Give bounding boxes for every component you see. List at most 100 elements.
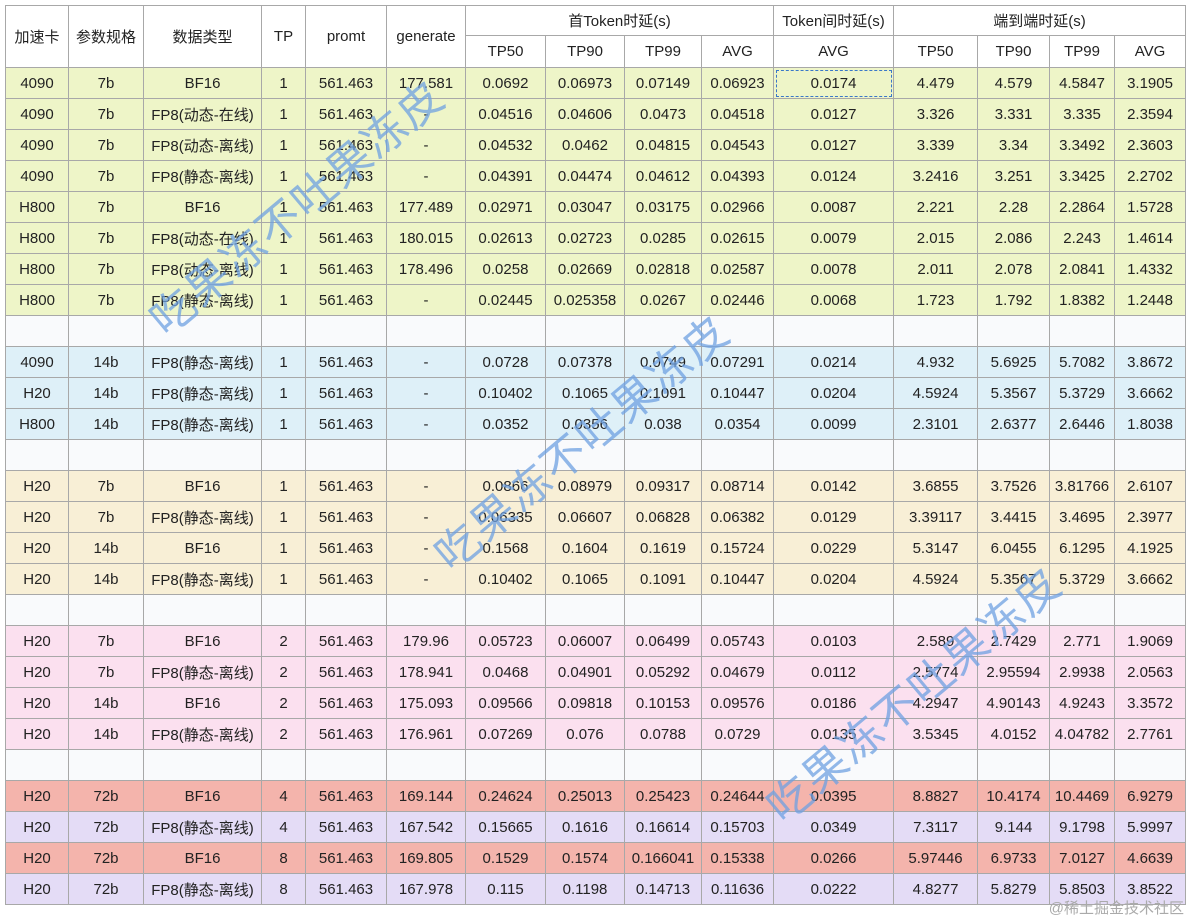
cell: H20 (5, 377, 69, 409)
data-row: 4090 7b FP8(动态-离线) 1 561.463-0.04532 0.0462 0.… (5, 129, 1187, 161)
cell: H20 (5, 625, 69, 657)
empty-cell (773, 594, 895, 626)
cell: 4.6639 (1114, 842, 1187, 874)
cell: 1.8038 (1114, 408, 1187, 440)
cell: 0.1568 (465, 532, 546, 564)
cell: 2.243 (1049, 222, 1116, 254)
cell: FP8(静态-离线) (143, 656, 262, 688)
cell: 2.5774 (893, 656, 979, 688)
cell: 0.1604 (545, 532, 625, 564)
cell: 0.0352 (465, 408, 546, 440)
cell: 14b (68, 718, 144, 750)
empty-cell (5, 594, 69, 626)
cell: 0.06382 (700, 501, 775, 533)
cell: 5.8503 (1049, 873, 1116, 905)
cell: 2.011 (893, 253, 979, 285)
subheader-cell: TP50 (465, 35, 546, 68)
header-cell: 首Token时延(s) (464, 5, 775, 36)
cell: - (386, 346, 466, 378)
header-cell: TP (261, 5, 306, 68)
cell: 4.1925 (1114, 532, 1187, 564)
cell: 1 (261, 222, 306, 254)
cell: 3.4695 (1049, 501, 1116, 533)
cell: 4090 (5, 346, 69, 378)
cell: 0.15665 (465, 811, 546, 843)
empty-cell (893, 439, 979, 471)
cell: 561.463 (305, 67, 387, 99)
cell: 0.04606 (545, 98, 625, 130)
empty-cell (1049, 315, 1116, 347)
cell: - (386, 284, 466, 316)
cell: FP8(静态-离线) (143, 346, 262, 378)
cell: H20 (5, 687, 69, 719)
cell: 6.9279 (1114, 780, 1187, 812)
data-row: H20 14b FP8(静态-离线) 2 561.463 176.961 0.07269 0.… (5, 718, 1187, 750)
cell: 10.4174 (977, 780, 1051, 812)
cell: 0.04815 (624, 129, 702, 161)
cell: 1 (261, 563, 306, 595)
cell: 0.076 (545, 718, 625, 750)
cell: 7.0127 (1049, 842, 1116, 874)
empty-cell (893, 749, 979, 781)
cell: 4.04782 (1049, 718, 1116, 750)
cell: 4 (261, 780, 306, 812)
cell: 176.961 (386, 718, 466, 750)
cell: 0.0267 (624, 284, 702, 316)
data-row: H20 72b FP8(静态-离线) 4 561.463 167.542 0.15665 0.… (5, 811, 1187, 843)
empty-cell (1049, 439, 1116, 471)
data-row: 4090 7b FP8(动态-在线) 1 561.463-0.04516 0.04606 0… (5, 98, 1187, 130)
cell: 0.25013 (545, 780, 625, 812)
empty-cell (545, 315, 625, 347)
empty-cell (545, 594, 625, 626)
cell: 0.0174 (773, 67, 895, 99)
cell: 0.0214 (773, 346, 895, 378)
cell: 5.97446 (893, 842, 979, 874)
separator-row (5, 315, 1187, 347)
cell: 9.144 (977, 811, 1051, 843)
cell: 561.463 (305, 470, 387, 502)
data-row: H800 7b FP8(动态-离线) 1 561.463 178.496 0.0258 0.0… (5, 253, 1187, 285)
cell: 4.479 (893, 67, 979, 99)
cell: 0.07378 (545, 346, 625, 378)
cell: 3.7526 (977, 470, 1051, 502)
cell: 0.04612 (624, 160, 702, 192)
cell: 1 (261, 191, 306, 223)
cell: 2.589 (893, 625, 979, 657)
empty-cell (143, 439, 262, 471)
cell: 0.0354 (700, 408, 775, 440)
cell: FP8(静态-离线) (143, 873, 262, 905)
cell: 0.025358 (545, 284, 625, 316)
cell: BF16 (143, 687, 262, 719)
cell: 0.0099 (773, 408, 895, 440)
cell: 2.6446 (1049, 408, 1116, 440)
cell: 179.96 (386, 625, 466, 657)
data-row: H800 7b BF16 1 561.463 177.489 0.02971 0.03047 0… (5, 191, 1187, 223)
header-cell: generate (386, 5, 466, 68)
cell: 167.542 (386, 811, 466, 843)
cell: 4.90143 (977, 687, 1051, 719)
cell: 561.463 (305, 687, 387, 719)
cell: 0.04679 (700, 656, 775, 688)
cell: 4.932 (893, 346, 979, 378)
cell: 177.581 (386, 67, 466, 99)
cell: H20 (5, 842, 69, 874)
empty-cell (977, 315, 1051, 347)
cell: 4090 (5, 67, 69, 99)
data-row: 4090 14b FP8(静态-离线) 1 561.463-0.0728 0.07378 0… (5, 346, 1187, 378)
data-row: H20 72b BF16 4 561.463 169.144 0.24624 0.25013 0… (5, 780, 1187, 812)
data-row: H800 14b FP8(静态-离线) 1 561.463-0.0352 0.0356 0.… (5, 408, 1187, 440)
cell: 0.1529 (465, 842, 546, 874)
credit: @稀土掘金技术社区 (1048, 900, 1184, 917)
empty-cell (386, 594, 466, 626)
cell: 4.2947 (893, 687, 979, 719)
cell: 178.941 (386, 656, 466, 688)
cell: 2 (261, 625, 306, 657)
cell: 0.04393 (700, 160, 775, 192)
cell: 3.6662 (1114, 377, 1187, 409)
cell: 0.0395 (773, 780, 895, 812)
header-cell: 端到端时延(s) (893, 5, 1187, 36)
cell: 0.0135 (773, 718, 895, 750)
cell: 4.0152 (977, 718, 1051, 750)
cell: 7b (68, 470, 144, 502)
empty-cell (1049, 749, 1116, 781)
